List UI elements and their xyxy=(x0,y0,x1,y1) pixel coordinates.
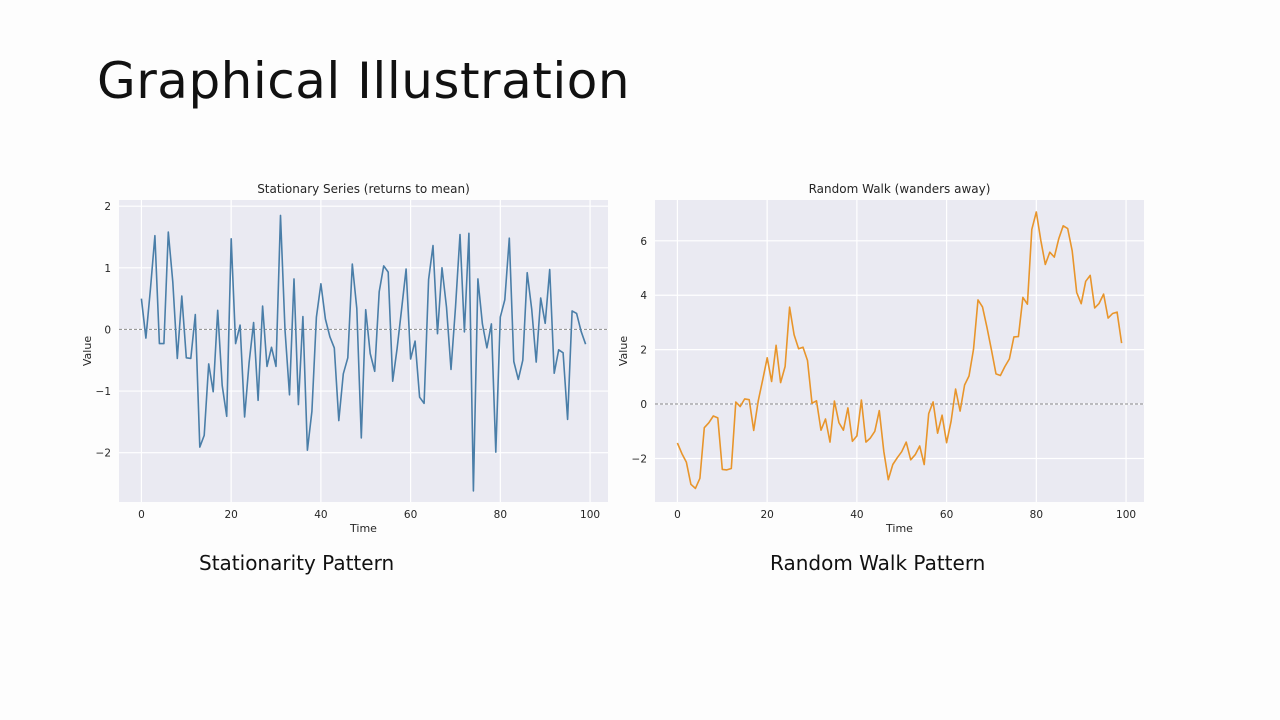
y-tick-label: 0 xyxy=(104,324,111,336)
series-line xyxy=(676,211,1123,490)
x-tick-label: 80 xyxy=(494,509,507,521)
y-axis-label: Value xyxy=(81,336,94,366)
y-tick-label: 4 xyxy=(640,290,647,302)
chart-title: Random Walk (wanders away) xyxy=(809,182,991,196)
x-tick-label: 40 xyxy=(314,509,327,521)
y-tick-label: −2 xyxy=(632,453,647,465)
x-tick-label: 0 xyxy=(138,509,145,521)
y-tick-label: −2 xyxy=(96,448,111,460)
plot-area xyxy=(655,200,1144,502)
y-tick-label: 2 xyxy=(104,201,111,213)
x-tick-label: 20 xyxy=(224,509,237,521)
chart-stationary: 0 20 40 60 80 100 −2 −1 0 1 2 Stationary Series (re… xyxy=(81,182,608,535)
chart-random-walk: 0 20 40 60 80 100 −2 0 2 4 6 Random Walk (wanders a… xyxy=(617,182,1144,535)
x-tick-label: 100 xyxy=(1116,509,1136,521)
y-tick-label: 2 xyxy=(640,345,647,357)
x-axis-label: Time xyxy=(349,522,377,535)
slide-title: Graphical Illustration xyxy=(97,52,631,110)
x-tick-label: 40 xyxy=(850,509,863,521)
caption-stationarity: Stationarity Pattern xyxy=(199,551,395,575)
x-tick-label: 60 xyxy=(404,509,417,521)
y-tick-label: 0 xyxy=(640,399,647,411)
y-tick-label: 6 xyxy=(640,236,647,248)
x-tick-label: 80 xyxy=(1030,509,1043,521)
chart-title: Stationary Series (returns to mean) xyxy=(257,182,470,196)
x-tick-label: 20 xyxy=(760,509,773,521)
x-tick-label: 100 xyxy=(580,509,600,521)
x-axis-label: Time xyxy=(885,522,913,535)
series-line xyxy=(140,214,587,492)
y-tick-label: 1 xyxy=(104,263,111,275)
x-tick-label: 0 xyxy=(674,509,681,521)
y-axis-label: Value xyxy=(617,336,630,366)
y-tick-label: −1 xyxy=(96,386,111,398)
caption-random-walk: Random Walk Pattern xyxy=(770,551,986,575)
x-tick-label: 60 xyxy=(940,509,953,521)
